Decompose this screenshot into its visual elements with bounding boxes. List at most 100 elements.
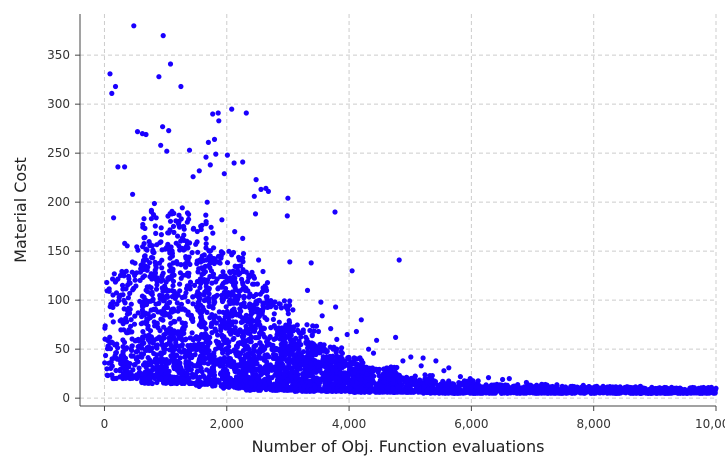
data-point <box>118 327 124 333</box>
data-point <box>121 319 127 325</box>
data-point <box>203 245 209 251</box>
data-point <box>150 255 156 261</box>
data-point <box>441 368 447 374</box>
data-point <box>420 355 426 361</box>
data-point <box>108 365 114 371</box>
data-point <box>121 273 127 279</box>
data-point <box>174 300 180 306</box>
data-point <box>240 280 246 286</box>
y-tick-label: 50 <box>55 342 70 356</box>
data-point <box>216 118 222 124</box>
data-point <box>171 229 177 235</box>
data-point <box>237 327 243 333</box>
data-point <box>205 334 211 340</box>
data-point <box>313 323 320 329</box>
data-point <box>125 295 131 301</box>
data-point <box>247 291 253 297</box>
data-point <box>105 337 111 343</box>
data-point <box>324 348 330 354</box>
data-point <box>220 367 226 373</box>
data-point <box>110 276 116 282</box>
data-point <box>109 90 115 96</box>
data-point <box>168 353 174 359</box>
data-point <box>147 328 154 334</box>
data-point <box>366 389 372 395</box>
data-point <box>671 385 678 391</box>
data-point <box>260 268 266 275</box>
data-point <box>362 378 368 385</box>
data-point <box>236 257 242 263</box>
data-point <box>144 247 150 253</box>
data-point <box>160 33 166 39</box>
data-point <box>132 260 138 266</box>
data-point <box>123 375 129 381</box>
data-point <box>170 223 177 229</box>
data-point <box>425 387 431 393</box>
data-point <box>198 314 204 320</box>
data-point <box>157 328 163 334</box>
y-tick-label: 100 <box>47 293 70 307</box>
data-point <box>102 360 108 366</box>
data-point <box>266 354 272 360</box>
data-point <box>254 319 260 325</box>
data-point <box>252 211 259 217</box>
data-point <box>506 376 512 382</box>
data-point <box>147 373 153 379</box>
data-point <box>216 309 222 315</box>
data-point <box>238 302 244 308</box>
data-point <box>189 380 195 386</box>
data-point <box>710 390 717 396</box>
data-point <box>252 335 258 341</box>
data-point <box>206 352 212 358</box>
data-point <box>197 364 203 370</box>
data-point <box>153 215 159 221</box>
data-point <box>337 362 343 368</box>
data-point <box>168 320 174 326</box>
data-point <box>307 327 313 334</box>
data-point <box>148 216 154 222</box>
data-point <box>181 306 187 312</box>
data-point <box>129 347 135 353</box>
data-point <box>231 335 237 341</box>
data-point <box>333 304 339 310</box>
data-point <box>332 209 338 215</box>
data-point <box>160 270 166 276</box>
data-point <box>157 376 163 382</box>
data-point <box>153 372 159 378</box>
data-point <box>152 270 158 277</box>
data-point <box>308 364 314 370</box>
data-point <box>235 340 241 346</box>
data-point <box>270 316 276 322</box>
data-point <box>132 313 138 319</box>
data-point <box>559 388 565 394</box>
data-point <box>182 294 188 300</box>
data-point <box>287 259 293 265</box>
data-point <box>370 377 376 384</box>
data-point <box>188 361 194 367</box>
data-point <box>140 259 146 265</box>
data-point <box>349 268 355 274</box>
data-point <box>396 388 402 395</box>
data-point <box>185 298 191 305</box>
data-point <box>272 299 278 305</box>
data-point <box>393 334 399 340</box>
data-point <box>271 323 277 329</box>
data-point <box>412 381 418 387</box>
data-point <box>121 365 127 371</box>
data-point <box>519 388 526 394</box>
data-point <box>490 387 496 393</box>
data-point <box>300 329 306 335</box>
data-point <box>117 368 123 374</box>
data-point <box>201 297 207 304</box>
data-point <box>276 325 282 331</box>
data-point <box>124 243 130 249</box>
data-point <box>165 371 171 377</box>
data-point <box>140 221 146 228</box>
data-point <box>131 285 137 292</box>
data-point <box>174 352 180 358</box>
data-point <box>217 363 223 369</box>
data-point <box>449 382 455 388</box>
data-point <box>190 301 196 307</box>
data-point <box>227 269 233 275</box>
data-point <box>102 323 108 329</box>
